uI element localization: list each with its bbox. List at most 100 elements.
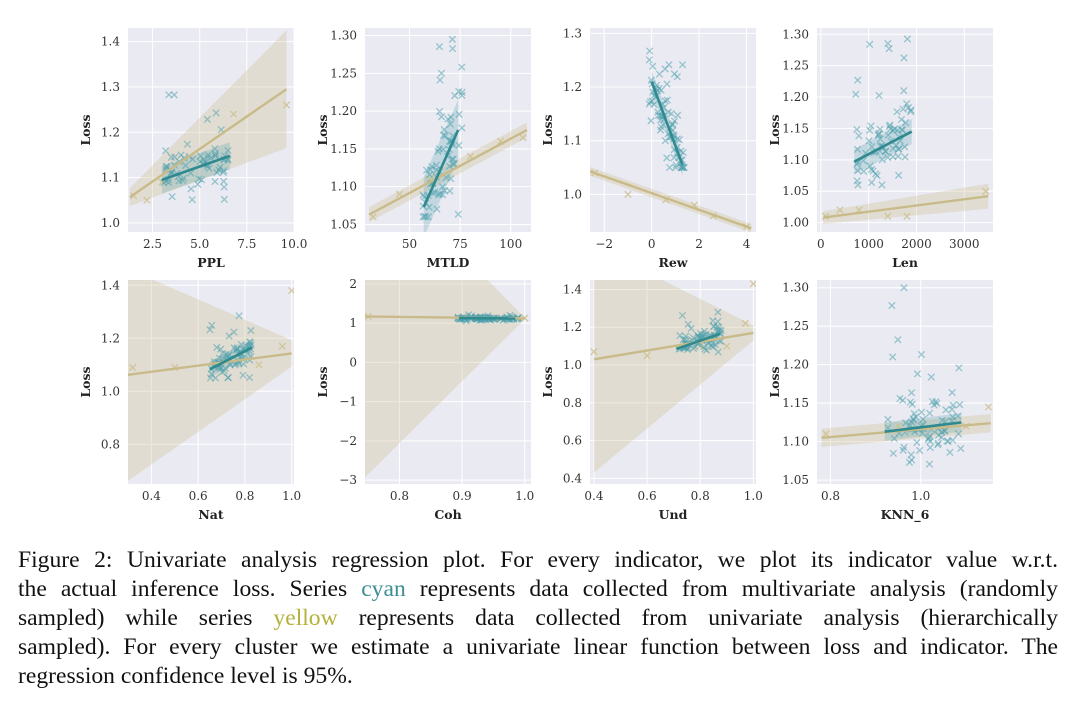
- cyan-point: [455, 110, 463, 118]
- cyan-point: [672, 163, 680, 172]
- caption-line-2: the actual inference loss. Series cyan r…: [18, 576, 1059, 602]
- y-tick-label: 1.30: [782, 281, 809, 295]
- cyan-point: [219, 168, 227, 177]
- cyan-point: [909, 416, 918, 424]
- subplot-knn_6: 0.8 1.0 1.05 1.10 1.15 1.20 1.25 1.30 KNN_6 Loss: [767, 280, 993, 523]
- cyan-point: [446, 187, 454, 195]
- cyan-point: [444, 115, 452, 123]
- y-tick-label: −2: [339, 434, 357, 448]
- plot-background: [817, 280, 993, 484]
- y-tick-label: 1.2: [563, 320, 582, 334]
- cyan-point: [894, 152, 902, 160]
- cyan-point: [439, 145, 447, 153]
- cyan-point: [435, 107, 444, 116]
- cyan-point: [448, 35, 457, 43]
- x-tick-label: 1.0: [911, 489, 930, 503]
- y-tick-label: 1.4: [101, 278, 120, 292]
- cyan-point: [885, 45, 893, 53]
- cyan-point: [894, 336, 902, 344]
- cyan-point: [949, 401, 957, 409]
- cyan-point: [232, 346, 240, 354]
- x-axis-label: Coh: [434, 507, 461, 522]
- cyan-point: [225, 332, 233, 340]
- cyan-point: [247, 326, 255, 335]
- cyan-point: [884, 39, 892, 48]
- cyan-point: [957, 444, 965, 453]
- cyan-point: [670, 154, 678, 162]
- cyan-point: [878, 155, 886, 164]
- x-axis-label: Und: [659, 507, 688, 522]
- cyan-point: [183, 140, 192, 148]
- cyan-point: [866, 40, 874, 49]
- cyan-point: [714, 308, 722, 316]
- y-tick-label: 1.0: [563, 358, 582, 372]
- yellow-point: [723, 342, 731, 350]
- y-tick-label: 1: [349, 316, 357, 330]
- cyan-point: [438, 183, 447, 191]
- cyan-point: [425, 203, 433, 211]
- x-tick-label: 2: [695, 237, 703, 251]
- cyan-point: [445, 162, 454, 170]
- yellow-point: [255, 361, 263, 369]
- cyan-point: [208, 321, 216, 330]
- cyan-point: [663, 154, 671, 162]
- cyan-point: [194, 180, 202, 188]
- cyan-point: [434, 147, 442, 156]
- cyan-point: [919, 415, 927, 423]
- cyan-point: [874, 131, 882, 139]
- subplot-coh: 0.8 0.9 1.0 −3 −2 −1 0 1 2 Coh Loss: [315, 277, 534, 522]
- x-tick-label: 0: [648, 237, 656, 251]
- cyan-point: [187, 185, 195, 193]
- plot-background: [128, 280, 294, 484]
- yellow-regression-line: [823, 195, 989, 219]
- yellow-regression-line: [368, 128, 528, 216]
- y-axis-label: Loss: [540, 366, 555, 397]
- yellow-point: [984, 403, 993, 411]
- y-tick-label: 0.6: [563, 434, 582, 448]
- cyan-point: [649, 62, 657, 70]
- x-axis-label: MTLD: [427, 255, 470, 270]
- cyan-point: [665, 163, 674, 172]
- x-tick-label: 10.0: [281, 237, 308, 251]
- cyan-point: [889, 449, 898, 458]
- x-tick-label: 100: [499, 237, 522, 251]
- y-tick-label: 1.0: [101, 384, 120, 398]
- x-axis-label: Len: [892, 255, 918, 270]
- y-tick-label: 1.2: [101, 125, 120, 139]
- cyan-point: [937, 433, 946, 442]
- cyan-point: [235, 312, 243, 320]
- y-tick-label: 1.10: [782, 153, 809, 167]
- cyan-point: [655, 70, 664, 78]
- cyan-point: [218, 349, 227, 358]
- cyan-point: [948, 405, 956, 414]
- y-tick-label: 1.15: [782, 121, 809, 135]
- cyan-point: [224, 146, 232, 155]
- y-axis-label: Loss: [315, 114, 330, 145]
- cyan-point: [678, 61, 687, 69]
- cyan-point: [918, 429, 927, 437]
- cyan-point: [941, 427, 949, 435]
- yellow-point: [278, 342, 286, 350]
- cyan-point: [924, 435, 933, 444]
- cyan-point: [217, 345, 225, 353]
- cyan-point: [213, 343, 221, 352]
- cyan-point: [437, 113, 446, 121]
- yellow-point: [884, 212, 892, 220]
- cyan-point: [424, 213, 433, 221]
- yellow-point: [624, 190, 632, 199]
- cyan-point: [448, 155, 456, 163]
- cyan-point: [667, 109, 676, 118]
- y-tick-label: 1.2: [101, 331, 120, 345]
- cyan-point: [199, 155, 208, 164]
- y-tick-label: 1.30: [330, 29, 357, 43]
- cyan-point: [876, 125, 884, 133]
- y-tick-label: 1.4: [563, 282, 582, 296]
- x-tick-label: 50: [402, 237, 417, 251]
- x-axis-label: PPL: [197, 255, 225, 270]
- cyan-point: [714, 317, 722, 326]
- cyan-point: [882, 147, 890, 156]
- cyan-point: [220, 195, 229, 203]
- y-tick-label: 1.20: [330, 104, 357, 118]
- x-tick-label: 0: [817, 237, 825, 251]
- cyan-point: [900, 284, 908, 292]
